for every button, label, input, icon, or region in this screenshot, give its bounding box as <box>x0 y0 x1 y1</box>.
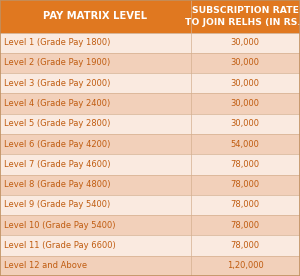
Bar <box>0 73 300 93</box>
Text: 78,000: 78,000 <box>231 160 260 169</box>
Bar <box>0 53 300 73</box>
Text: Level 6 (Grade Pay 4200): Level 6 (Grade Pay 4200) <box>4 140 110 149</box>
Text: 30,000: 30,000 <box>231 119 260 128</box>
Text: Level 12 and Above: Level 12 and Above <box>4 261 87 270</box>
Text: Level 1 (Grade Pay 1800): Level 1 (Grade Pay 1800) <box>4 38 110 47</box>
Text: 30,000: 30,000 <box>231 99 260 108</box>
Bar <box>0 33 300 53</box>
Text: Level 4 (Grade Pay 2400): Level 4 (Grade Pay 2400) <box>4 99 110 108</box>
Text: SUBSCRIPTION RATE
TO JOIN RELHS (IN RS.): SUBSCRIPTION RATE TO JOIN RELHS (IN RS.) <box>185 6 300 26</box>
Text: 78,000: 78,000 <box>231 241 260 250</box>
Text: 78,000: 78,000 <box>231 200 260 209</box>
Bar <box>0 235 300 256</box>
Bar <box>0 195 300 215</box>
Text: 78,000: 78,000 <box>231 221 260 230</box>
Text: Level 11 (Grade Pay 6600): Level 11 (Grade Pay 6600) <box>4 241 115 250</box>
Bar <box>0 0 300 33</box>
Text: 30,000: 30,000 <box>231 79 260 88</box>
Bar <box>0 154 300 174</box>
Bar <box>0 93 300 114</box>
Text: 1,20,000: 1,20,000 <box>227 261 264 270</box>
Text: Level 5 (Grade Pay 2800): Level 5 (Grade Pay 2800) <box>4 119 110 128</box>
Text: 54,000: 54,000 <box>231 140 260 149</box>
Bar <box>0 256 300 276</box>
Bar <box>0 215 300 235</box>
Text: 30,000: 30,000 <box>231 59 260 68</box>
Bar <box>0 174 300 195</box>
Bar <box>0 114 300 134</box>
Text: Level 9 (Grade Pay 5400): Level 9 (Grade Pay 5400) <box>4 200 110 209</box>
Text: PAY MATRIX LEVEL: PAY MATRIX LEVEL <box>43 11 147 21</box>
Text: Level 7 (Grade Pay 4600): Level 7 (Grade Pay 4600) <box>4 160 110 169</box>
Bar <box>0 134 300 154</box>
Text: Level 10 (Grade Pay 5400): Level 10 (Grade Pay 5400) <box>4 221 115 230</box>
Text: Level 8 (Grade Pay 4800): Level 8 (Grade Pay 4800) <box>4 180 110 189</box>
Text: 78,000: 78,000 <box>231 180 260 189</box>
Text: 30,000: 30,000 <box>231 38 260 47</box>
Text: Level 2 (Grade Pay 1900): Level 2 (Grade Pay 1900) <box>4 59 110 68</box>
Text: Level 3 (Grade Pay 2000): Level 3 (Grade Pay 2000) <box>4 79 110 88</box>
